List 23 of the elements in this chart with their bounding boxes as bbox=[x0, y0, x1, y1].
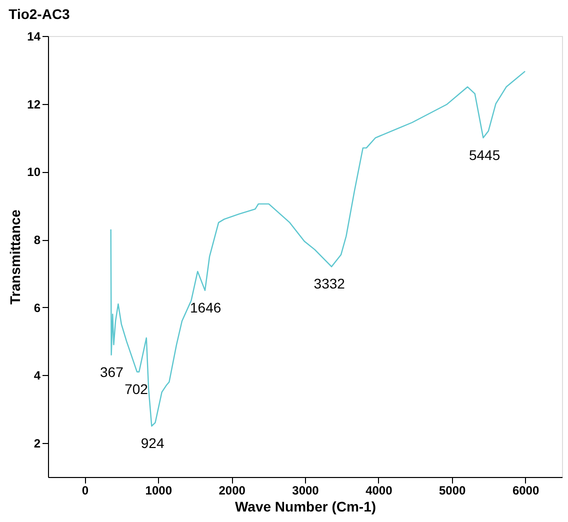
y-tick-label: 4 bbox=[34, 368, 41, 383]
y-tick-label: 14 bbox=[27, 30, 41, 44]
annotation: 924 bbox=[140, 435, 164, 452]
y-tick-label: 8 bbox=[34, 233, 41, 248]
x-tick-label: 5000 bbox=[439, 484, 466, 498]
y-tick-label: 6 bbox=[34, 300, 41, 315]
annotation: 5445 bbox=[468, 146, 500, 163]
y-tick-label: 12 bbox=[27, 97, 41, 112]
x-tick-label: 2000 bbox=[218, 484, 246, 498]
annotation: 1646 bbox=[190, 299, 222, 316]
x-tick-label: 4000 bbox=[366, 484, 393, 498]
y-tick-label: 2 bbox=[34, 436, 41, 451]
annotation: 3332 bbox=[314, 276, 346, 292]
x-tick-label: 0 bbox=[82, 484, 89, 498]
y-tick-label: 10 bbox=[27, 165, 41, 180]
chart-title: Tio2-AC3 bbox=[8, 6, 70, 22]
x-tick-label: 3000 bbox=[292, 484, 320, 498]
x-tick-label: 1000 bbox=[145, 484, 172, 498]
x-tick-label: 6000 bbox=[512, 484, 540, 498]
annotation: 367 bbox=[100, 364, 124, 380]
x-axis-title: Wave Number (Cm-1) bbox=[234, 498, 376, 514]
y-axis-title: Transmittance bbox=[7, 209, 24, 304]
annotation: 702 bbox=[124, 380, 148, 397]
